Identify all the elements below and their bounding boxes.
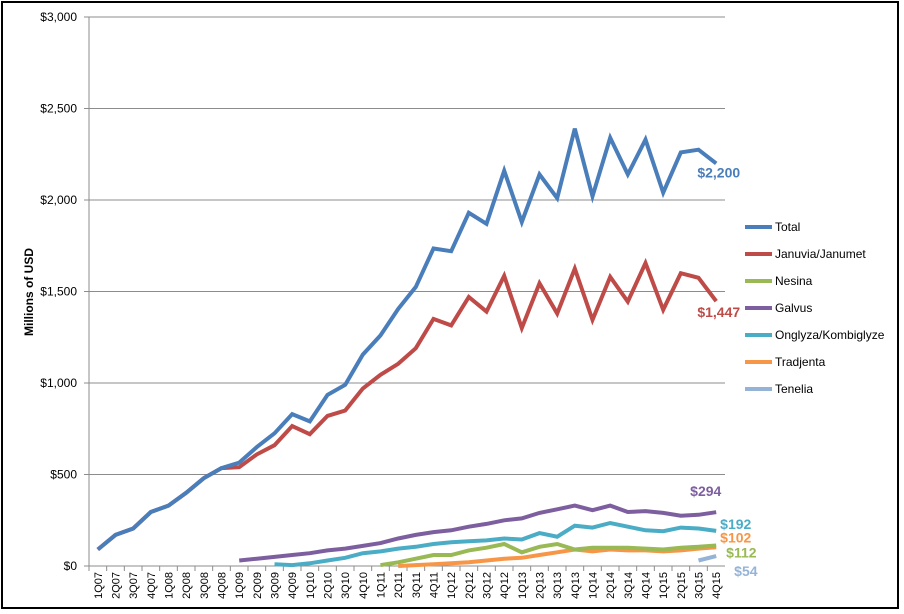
series-line-total — [96, 128, 718, 552]
x-tick-label: 3Q15 — [694, 572, 706, 599]
x-tick-label: 2Q08 — [181, 572, 193, 599]
x-tick-label: 2Q14 — [605, 572, 617, 599]
x-tick-label: 1Q07 — [93, 572, 105, 599]
x-tick-label: 2Q07 — [111, 572, 123, 599]
y-axis-label: Millions of USD — [22, 248, 36, 336]
legend-label: Tenelia — [775, 382, 813, 396]
legend-label: Total — [775, 220, 800, 234]
end-label-onglyza-kombiglyze: $192 — [720, 516, 751, 532]
x-tick-label: 2Q11 — [393, 572, 405, 598]
legend-label: Nesina — [775, 274, 813, 288]
x-tick-label: 1Q10 — [305, 572, 317, 599]
x-tick-label: 1Q15 — [658, 572, 670, 599]
end-label-tenelia: $54 — [734, 563, 758, 579]
legend-label: Januvia/Janumet — [775, 247, 866, 261]
x-tick-label: 4Q11 — [429, 572, 441, 598]
x-tick-label: 1Q11 — [376, 572, 388, 598]
series-line-januvia-janumet — [96, 257, 718, 552]
x-tick-label: 4Q14 — [641, 572, 653, 599]
end-label-galvus: $294 — [690, 483, 721, 499]
end-label-januvia-janumet: $1,447 — [697, 304, 740, 320]
x-tick-label: 2Q13 — [535, 572, 547, 599]
y-tick-label: $1,000 — [40, 376, 77, 390]
x-tick-label: 4Q12 — [499, 572, 511, 599]
x-tick-label: 4Q09 — [287, 572, 299, 599]
x-tick-label: 3Q08 — [199, 572, 211, 599]
legend-label: Galvus — [775, 301, 812, 315]
x-tick-label: 1Q12 — [446, 572, 458, 599]
x-tick-label: 2Q09 — [252, 572, 264, 599]
x-tick-label: 4Q08 — [217, 572, 229, 599]
end-label-total: $2,200 — [697, 164, 740, 180]
y-tick-label: $2,500 — [40, 102, 77, 116]
end-label-nesina: $112 — [726, 545, 757, 561]
legend: Total Januvia/Janumet Nesina Galvus Onglyza/… — [745, 220, 885, 396]
x-tick-label: 3Q14 — [623, 572, 635, 599]
series-lines — [96, 128, 718, 568]
y-tick-label: $0 — [64, 559, 78, 573]
x-tick-label: 1Q14 — [588, 572, 600, 599]
end-label-tradjenta: $102 — [720, 529, 751, 545]
gridlines — [89, 16, 725, 475]
x-tick-label: 3Q07 — [128, 572, 140, 599]
series-line-tenelia — [698, 554, 717, 563]
series-line-nesina — [380, 541, 717, 568]
y-tick-label: $2,000 — [40, 193, 77, 207]
series-line-onglyza-kombiglyze — [274, 520, 717, 568]
x-tick-label: 2Q10 — [323, 572, 335, 599]
x-tick-label: 1Q08 — [164, 572, 176, 599]
y-tick-label: $3,000 — [40, 10, 77, 24]
x-tick-label: 3Q10 — [340, 572, 352, 599]
x-tick-label: 1Q09 — [234, 572, 246, 599]
x-tick-label: 1Q13 — [517, 572, 529, 599]
x-tick-label: 3Q13 — [552, 572, 564, 599]
x-tick-label: 3Q12 — [482, 572, 494, 599]
x-axis-ticks: 1Q07 2Q07 3Q07 4Q07 1Q08 2Q08 3Q08 4Q08 1Q09 2Q09… — [88, 566, 723, 599]
x-tick-label: 2Q12 — [464, 572, 476, 599]
legend-label: Tradjenta — [775, 355, 826, 369]
legend-label: Onglyza/Kombiglyze — [775, 328, 885, 342]
y-axis-ticks: $0 $500 $1,000 $1,500 $2,000 $2,500 $3,000 — [40, 10, 89, 573]
end-labels: $2,200 $1,447 $112 $294 $192$102 $54 — [690, 164, 758, 579]
y-tick-label: $500 — [50, 468, 77, 482]
x-tick-label: 4Q07 — [146, 572, 158, 599]
y-tick-label: $1,500 — [40, 285, 77, 299]
x-tick-label: 3Q11 — [411, 572, 423, 598]
x-tick-label: 4Q15 — [711, 572, 723, 599]
x-tick-label: 3Q09 — [270, 572, 282, 599]
x-tick-label: 4Q13 — [570, 572, 582, 599]
x-tick-label: 4Q10 — [358, 572, 370, 599]
x-tick-label: 2Q15 — [676, 572, 688, 599]
series-line-galvus — [238, 503, 717, 563]
